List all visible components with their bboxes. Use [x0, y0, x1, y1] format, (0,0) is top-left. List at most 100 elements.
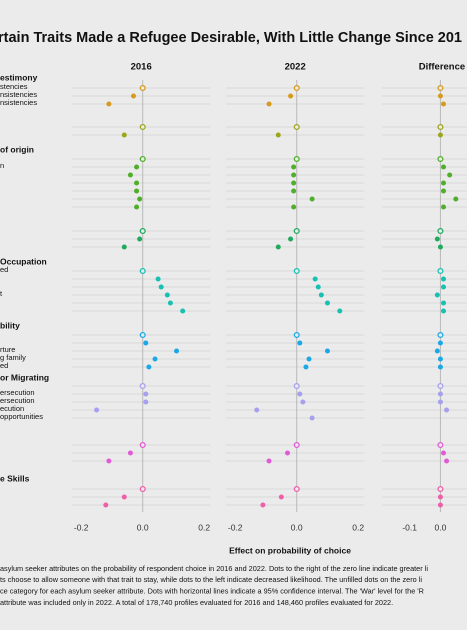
reference-dot — [437, 84, 444, 92]
estimate-dot — [441, 300, 446, 306]
estimate-dot — [324, 300, 330, 306]
estimate-dot — [437, 340, 443, 346]
estimate-dot — [278, 494, 284, 500]
reference-dot — [293, 441, 300, 449]
row-label: nsistencies — [0, 98, 37, 107]
estimate-dot — [266, 101, 272, 107]
estimate-dot — [309, 196, 315, 202]
estimate-dot — [434, 292, 440, 298]
estimate-dot — [143, 340, 149, 346]
reference-dot — [437, 267, 444, 275]
reference-dot — [437, 155, 444, 163]
x-tick-label: 0.2 — [198, 522, 210, 532]
estimate-dot — [453, 196, 459, 202]
estimate-dot — [318, 292, 324, 298]
x-tick-label: -0.1 — [402, 522, 417, 532]
estimate-dot — [441, 204, 446, 210]
estimate-dot — [106, 458, 112, 464]
row-label: ecution — [0, 404, 24, 413]
reference-dot — [293, 155, 300, 163]
estimate-dot — [437, 244, 443, 250]
estimate-dot — [441, 284, 446, 290]
facet-title: 2016 — [131, 62, 152, 73]
group-label: or Migrating — [0, 372, 49, 382]
caption-line: ts choose to allow someone with that tra… — [0, 575, 422, 584]
row-label: ed — [0, 361, 8, 370]
reference-dot — [139, 382, 146, 390]
caption-line: asylum seeker attributes on the probabil… — [0, 564, 428, 573]
estimate-dot — [441, 450, 446, 456]
group-label: estimony — [0, 72, 38, 82]
estimate-dot — [437, 364, 443, 370]
estimate-dot — [291, 204, 297, 210]
reference-dot — [437, 382, 444, 390]
reference-dot — [139, 267, 146, 275]
row-label: ersecution — [0, 396, 35, 405]
estimate-dot — [437, 502, 443, 508]
reference-dot — [293, 84, 300, 92]
caption-line: ce category for each asylum seeker attri… — [0, 587, 424, 596]
estimate-dot — [441, 188, 446, 194]
caption-line: attribute was included only in 2022. A t… — [0, 598, 393, 607]
estimate-dot — [441, 180, 446, 186]
estimate-dot — [155, 276, 161, 282]
reference-dot — [293, 227, 300, 235]
estimate-dot — [260, 502, 266, 508]
estimate-dot — [441, 308, 446, 314]
chart-title: rtain Traits Made a Refugee Desirable, W… — [0, 30, 462, 46]
estimate-dot — [94, 407, 100, 413]
reference-dot — [139, 331, 146, 339]
estimate-dot — [152, 356, 158, 362]
row-label: ed — [0, 265, 8, 274]
estimate-dot — [309, 415, 315, 421]
estimate-dot — [121, 494, 127, 500]
estimate-dot — [291, 188, 297, 194]
row-label: stencies — [0, 82, 28, 91]
estimate-dot — [254, 407, 260, 413]
estimate-dot — [137, 236, 143, 242]
estimate-dot — [134, 164, 140, 170]
estimate-dot — [291, 180, 297, 186]
estimate-dot — [106, 101, 112, 107]
estimate-dot — [437, 132, 443, 138]
estimate-dot — [312, 276, 318, 282]
estimate-dot — [437, 356, 443, 362]
group-label: e Skills — [0, 473, 30, 483]
estimate-dot — [146, 364, 152, 370]
estimate-dot — [324, 348, 330, 354]
reference-dot — [437, 485, 444, 493]
estimate-dot — [300, 399, 306, 405]
estimate-dot — [134, 204, 140, 210]
estimate-dot — [158, 284, 164, 290]
reference-dot — [139, 84, 146, 92]
reference-dot — [293, 382, 300, 390]
estimate-dot — [291, 172, 297, 178]
estimate-dot — [143, 391, 149, 397]
estimate-dot — [167, 300, 173, 306]
reference-dot — [139, 123, 146, 131]
reference-dot — [437, 227, 444, 235]
estimate-dot — [441, 101, 446, 107]
reference-dot — [139, 485, 146, 493]
row-label: rture — [0, 345, 15, 354]
estimate-dot — [291, 164, 297, 170]
row-label: t — [0, 289, 3, 298]
reference-dot — [293, 485, 300, 493]
estimate-dot — [127, 450, 133, 456]
reference-dot — [139, 227, 146, 235]
estimate-dot — [447, 172, 453, 178]
estimate-dot — [134, 188, 140, 194]
estimate-dot — [288, 93, 294, 99]
estimate-dot — [441, 164, 446, 170]
reference-dot — [293, 331, 300, 339]
estimate-dot — [437, 399, 443, 405]
estimate-dot — [441, 276, 446, 282]
row-label: n — [0, 161, 4, 170]
estimate-dot — [437, 494, 443, 500]
estimate-dot — [137, 196, 143, 202]
group-label: of origin — [0, 144, 34, 154]
estimate-dot — [315, 284, 321, 290]
estimate-dot — [266, 458, 272, 464]
reference-dot — [437, 123, 444, 131]
